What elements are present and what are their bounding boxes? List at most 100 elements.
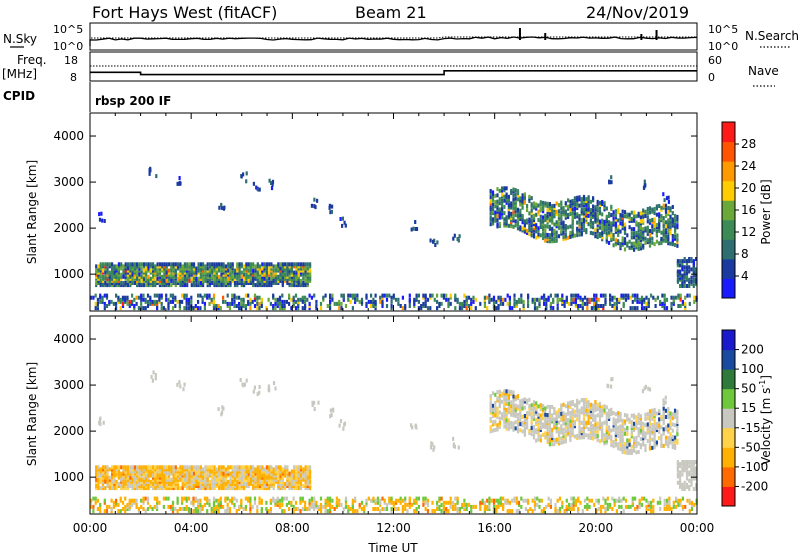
echo-cell <box>603 228 605 232</box>
echo-cell <box>567 418 569 422</box>
echo-cell <box>166 279 168 283</box>
echo-cell <box>170 465 172 469</box>
echo-cell <box>120 306 122 310</box>
echo-cell <box>104 271 106 275</box>
echo-cell <box>345 224 347 228</box>
echo-cell <box>626 438 628 442</box>
echo-cell <box>484 501 486 505</box>
echo-cell <box>306 507 308 511</box>
echo-cell <box>581 406 583 410</box>
echo-cell <box>567 225 569 229</box>
echo-cell <box>113 501 115 505</box>
echo-cell <box>242 172 244 176</box>
echo-cell <box>533 425 535 429</box>
echo-cell <box>170 294 172 298</box>
echo-cell <box>547 214 549 218</box>
echo-cell <box>572 211 574 215</box>
echo-cell <box>531 407 533 411</box>
echo-cell <box>570 294 572 298</box>
echo-cell <box>649 237 651 241</box>
echo-cell <box>524 397 526 401</box>
echo-cell <box>560 207 562 211</box>
echo-cell <box>347 505 349 509</box>
echo-cell <box>519 428 521 432</box>
echo-cell <box>665 220 667 224</box>
echo-cell <box>542 433 544 437</box>
echo-cell <box>175 262 177 266</box>
echo-cell <box>127 465 129 469</box>
echo-cell <box>688 257 690 261</box>
echo-cell <box>284 300 286 304</box>
echo-cell <box>195 277 197 281</box>
echo-cell <box>674 214 676 218</box>
echo-cell <box>690 473 692 477</box>
echo-cell <box>515 219 517 223</box>
echo-cell <box>329 497 331 501</box>
echo-cell <box>386 304 388 308</box>
echo-cell <box>243 264 245 268</box>
echo-cell <box>281 304 283 308</box>
echo-cell <box>293 271 295 275</box>
echo-cell <box>404 503 406 507</box>
echo-cell <box>99 503 101 507</box>
echo-cell <box>690 257 692 261</box>
echo-cell <box>597 422 599 426</box>
echo-cell <box>204 306 206 310</box>
echo-cell <box>170 283 172 287</box>
echo-cell <box>240 302 242 306</box>
echo-cell <box>506 425 508 429</box>
echo-cell <box>136 302 138 306</box>
echo-cell <box>231 298 233 302</box>
echo-cell <box>565 413 567 417</box>
echo-cell <box>615 213 617 217</box>
echo-cell <box>295 472 297 476</box>
echo-cell <box>585 207 587 211</box>
echo-cell <box>413 227 415 231</box>
echo-cell <box>118 262 120 266</box>
echo-cell <box>291 470 293 474</box>
echo-cell <box>510 189 512 193</box>
echo-cell <box>551 417 553 421</box>
echo-cell <box>305 465 307 469</box>
echo-cell <box>179 465 181 469</box>
echo-cell <box>601 405 603 409</box>
echo-cell <box>613 444 615 448</box>
echo-cell <box>651 409 653 413</box>
echo-cell <box>329 300 331 304</box>
echo-cell <box>619 447 621 451</box>
echo-cell <box>236 465 238 469</box>
echo-cell <box>591 298 593 302</box>
echo-cell <box>574 207 576 211</box>
echo-cell <box>249 306 251 310</box>
echo-cell <box>163 306 165 310</box>
echo-cell <box>109 467 111 471</box>
echo-cell <box>191 277 193 281</box>
echo-cell <box>183 497 185 501</box>
echo-cell <box>661 302 663 306</box>
echo-cell <box>216 262 218 266</box>
echo-cell <box>517 427 519 431</box>
echo-cell <box>352 499 354 503</box>
echo-cell <box>590 231 592 235</box>
echo-cell <box>585 197 587 201</box>
echo-cell <box>556 438 558 442</box>
echo-cell <box>338 499 340 503</box>
echo-cell <box>227 294 229 298</box>
echo-cell <box>450 505 452 509</box>
echo-cell <box>517 413 519 417</box>
echo-cell <box>331 294 333 298</box>
echo-cell <box>313 204 315 208</box>
echo-cell <box>256 302 258 306</box>
echo-cell <box>560 230 562 234</box>
echo-cell <box>236 281 238 285</box>
echo-cell <box>522 226 524 230</box>
echo-cell <box>275 264 277 268</box>
echo-cell <box>688 470 690 474</box>
echo-cell <box>517 197 519 201</box>
echo-cell <box>122 296 124 300</box>
echo-cell <box>558 408 560 412</box>
echo-cell <box>129 476 131 480</box>
echo-cell <box>248 269 250 273</box>
echo-cell <box>503 211 505 215</box>
echo-cell <box>154 294 156 298</box>
